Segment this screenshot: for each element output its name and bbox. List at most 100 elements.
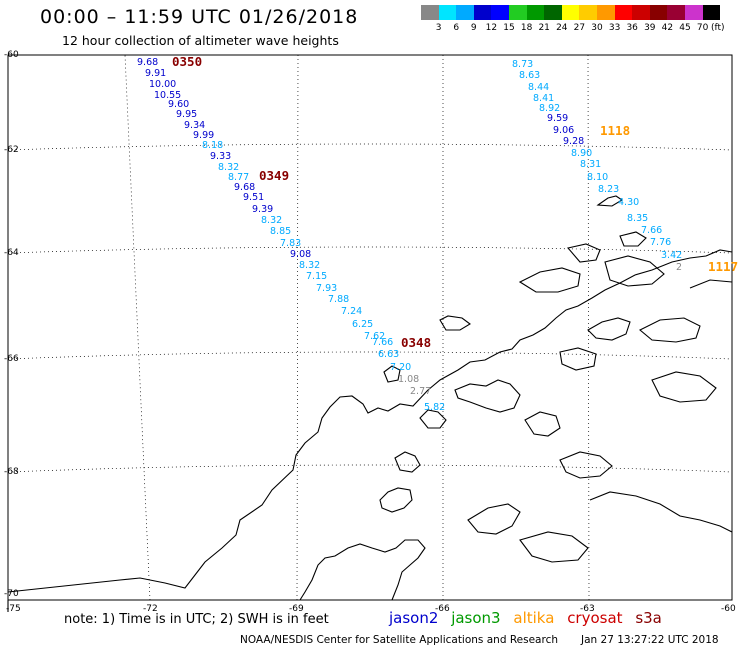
lon-label: -72: [143, 604, 158, 614]
wave-height-obs: 4.30: [618, 197, 639, 208]
scale-tick: 18: [520, 23, 533, 33]
scale-tick: 39: [644, 23, 656, 33]
graticule: [7, 54, 733, 601]
scale-tick: 42: [661, 23, 674, 33]
wave-height-obs: 8.32: [218, 162, 239, 173]
wave-height-obs: 9.08: [290, 249, 311, 260]
wave-height-obs: 8.44: [528, 82, 549, 93]
pass-number-label: 1117: [708, 259, 738, 274]
scale-tick: 70: [696, 23, 709, 33]
scale-tick: 9: [470, 23, 477, 33]
scale-swatch: [438, 5, 457, 20]
lon-label: -75: [6, 604, 21, 614]
wave-height-obs: 9.68: [137, 57, 158, 68]
legend-jason3: jason3: [451, 609, 501, 627]
wave-height-obs: 8.73: [512, 59, 533, 70]
wave-height-obs: 6.63: [378, 349, 399, 360]
scale-swatch: [632, 5, 650, 20]
scale-swatch: [526, 5, 545, 20]
wave-height-obs: 3.42: [661, 250, 682, 261]
map-title: 00:00 – 11:59 UTC 01/26/2018: [40, 6, 359, 28]
scale-tick: 21: [538, 23, 550, 33]
map-subtitle: 12 hour collection of altimeter wave hei…: [62, 33, 339, 48]
lat-label: -60: [4, 50, 19, 60]
wave-height-obs: 2: [676, 262, 682, 273]
scale-swatch: [649, 5, 668, 20]
coastline: [7, 195, 733, 612]
wave-height-obs: 8.32: [261, 215, 282, 226]
lat-label: -68: [4, 467, 19, 477]
wave-height-obs: 8.18: [202, 140, 223, 151]
pass-number-label: 1118: [600, 123, 630, 138]
scale-unit: (ft): [711, 23, 725, 33]
scale-swatch: [491, 5, 509, 20]
scale-swatch: [509, 5, 527, 20]
lon-label: -66: [435, 604, 450, 614]
wave-height-obs: 7.93: [316, 283, 337, 294]
tracks-layer: 9.689.9110.0010.559.609.959.349.998.189.…: [137, 54, 738, 413]
scale-swatch: [561, 5, 580, 20]
scale-tick: 36: [626, 23, 638, 33]
wave-height-obs: 8.10: [587, 172, 608, 183]
wave-height-obs: 9.34: [184, 120, 205, 131]
pass-number-label: 0349: [259, 168, 289, 183]
wave-height-obs: 8.85: [270, 226, 291, 237]
lon-label: -60: [721, 604, 736, 614]
wave-height-obs: 9.60: [168, 99, 189, 110]
lat-label: -64: [4, 248, 19, 258]
wave-height-obs: 7.88: [328, 294, 349, 305]
scale-swatch: [702, 5, 721, 20]
wave-height-obs: 1.08: [398, 374, 419, 385]
wave-height-obs: 10.00: [149, 79, 176, 90]
wave-height-obs: 9.06: [553, 125, 574, 136]
scale-tick: 24: [556, 23, 568, 33]
wave-height-obs: 7.66: [372, 337, 393, 348]
wave-height-obs: 9.99: [193, 130, 214, 141]
wave-height-obs: 9.68: [234, 182, 255, 193]
wave-height-obs: 5.82: [424, 402, 445, 413]
wave-height-obs: 2.77: [410, 386, 431, 397]
generated-timestamp: Jan 27 13:27:22 UTC 2018: [581, 634, 719, 646]
wave-height-obs: 9.51: [243, 192, 264, 203]
wave-height-obs: 9.91: [145, 68, 166, 79]
wave-height-obs: 8.77: [228, 172, 249, 183]
wave-height-obs: 7.62: [364, 331, 385, 342]
satellite-legend: jason2 jason3 altika cryosat s3a: [389, 609, 662, 627]
scale-tick: 15: [503, 23, 515, 33]
wave-height-obs: 8.90: [571, 148, 592, 159]
lat-label: -62: [4, 145, 19, 155]
scale-swatch: [544, 5, 562, 20]
wave-height-obs: 7.24: [341, 306, 362, 317]
wave-height-obs: 8.41: [533, 93, 554, 104]
lat-label: -66: [4, 354, 19, 364]
credit-line: NOAA/NESDIS Center for Satellite Applica…: [240, 634, 558, 646]
scale-tick: 33: [608, 23, 621, 33]
lon-label: -69: [289, 604, 304, 614]
wave-height-obs: 9.28: [563, 136, 584, 147]
wave-height-obs: 7.83: [280, 238, 301, 249]
scale-tick: 45: [679, 23, 691, 33]
lat-label: -70: [4, 589, 19, 599]
scale-tick: 30: [591, 23, 603, 33]
wave-height-obs: 6.25: [352, 319, 373, 330]
scale-tick: 27: [573, 23, 586, 33]
wave-height-obs: 8.92: [539, 103, 560, 114]
wave-height-obs: 9.95: [176, 109, 197, 120]
wave-height-obs: 10.55: [154, 90, 181, 101]
legend-altika: altika: [513, 609, 555, 627]
wave-height-obs: 7.66: [641, 225, 662, 236]
scale-tick: 12: [485, 23, 498, 33]
scale-tick: 3: [435, 23, 442, 33]
wave-height-obs: 9.33: [210, 151, 231, 162]
scale-swatch: [685, 5, 703, 20]
legend-cryosat: cryosat: [567, 609, 623, 627]
scale-tick: 6: [453, 23, 460, 33]
map-frame: [7, 54, 733, 601]
wave-height-obs: 7.15: [306, 271, 327, 282]
scale-swatch: [421, 5, 439, 20]
wave-height-obs: 7.20: [390, 362, 411, 373]
wave-height-obs: 8.32: [299, 260, 320, 271]
wave-height-obs: 9.39: [252, 204, 273, 215]
legend-s3a: s3a: [635, 609, 662, 627]
